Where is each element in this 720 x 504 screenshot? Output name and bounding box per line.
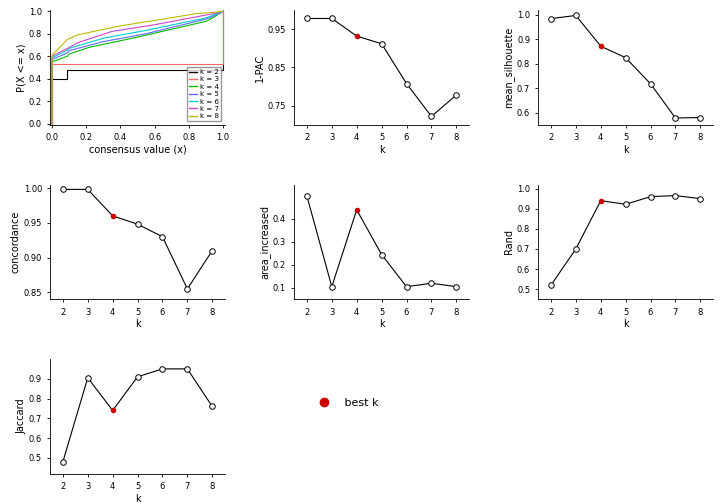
X-axis label: k: k bbox=[623, 145, 629, 155]
Legend: k = 2, k = 3, k = 4, k = 5, k = 6, k = 7, k = 8: k = 2, k = 3, k = 4, k = 5, k = 6, k = 7… bbox=[187, 67, 221, 121]
Y-axis label: concordance: concordance bbox=[11, 211, 21, 273]
Legend:  best k: best k bbox=[309, 393, 383, 412]
X-axis label: k: k bbox=[135, 320, 140, 330]
Y-axis label: mean_silhouette: mean_silhouette bbox=[503, 27, 514, 108]
X-axis label: k: k bbox=[379, 145, 384, 155]
Y-axis label: 1-PAC: 1-PAC bbox=[255, 53, 265, 82]
X-axis label: k: k bbox=[623, 320, 629, 330]
X-axis label: consensus value (x): consensus value (x) bbox=[89, 145, 186, 155]
Y-axis label: P(X <= x): P(X <= x) bbox=[16, 43, 26, 92]
Y-axis label: Rand: Rand bbox=[504, 229, 514, 255]
Y-axis label: Jaccard: Jaccard bbox=[16, 399, 26, 434]
X-axis label: k: k bbox=[379, 320, 384, 330]
X-axis label: k: k bbox=[135, 494, 140, 504]
Y-axis label: area_increased: area_increased bbox=[259, 205, 270, 279]
